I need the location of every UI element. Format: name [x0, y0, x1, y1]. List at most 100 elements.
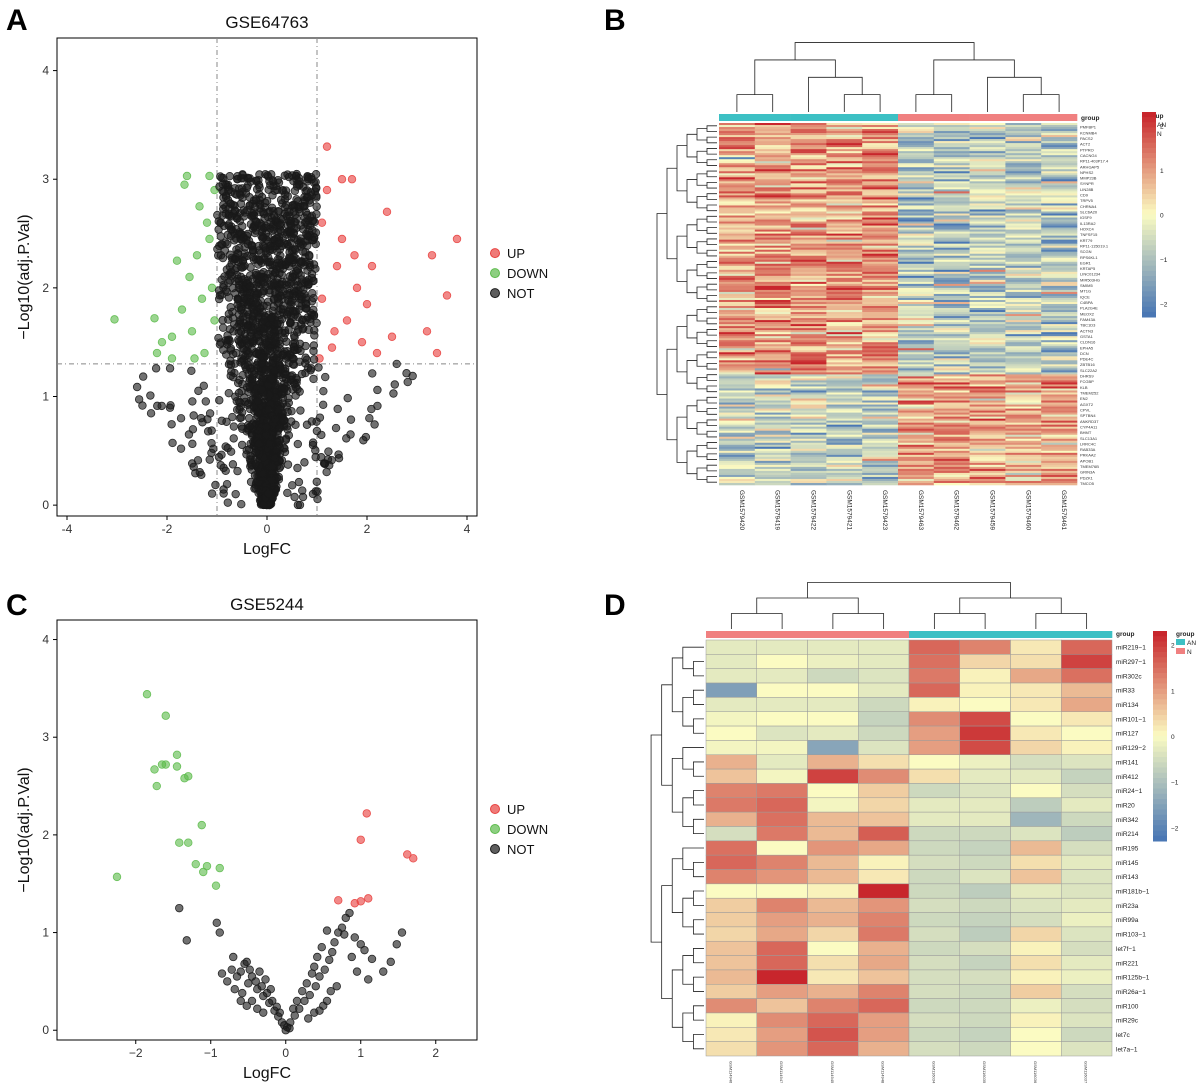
point-not: [276, 251, 285, 260]
heatmap-cell: [933, 440, 970, 444]
heatmap-cell: [790, 402, 827, 405]
heatmap-cell: [1041, 324, 1078, 327]
row-label: CPVL: [1080, 407, 1091, 412]
point-not: [132, 382, 142, 392]
heatmap-cell: [790, 169, 827, 172]
point-not: [340, 930, 349, 939]
heatmap-cell: [1005, 297, 1042, 301]
heatmap-cell: [898, 310, 935, 313]
heatmap-cell: [1005, 277, 1042, 281]
heatmap-cell: [790, 468, 827, 472]
heatmap-cell: [862, 151, 899, 154]
heatmap-cell: [862, 253, 899, 257]
heatmap-cell: [1005, 269, 1042, 273]
row-dendrogram-branch: [706, 317, 717, 325]
legend-label: DOWN: [507, 822, 548, 837]
heatmap-cell: [969, 368, 1006, 371]
x-tick-label: -2: [162, 522, 173, 536]
heatmap-cell: [862, 438, 899, 442]
heatmap-cell: [1041, 458, 1078, 462]
heatmap-cell: [969, 402, 1006, 405]
point-up: [317, 218, 327, 227]
point-not: [265, 288, 274, 298]
colorbar-step: [1153, 767, 1167, 774]
colorbar-step: [1142, 296, 1156, 303]
heatmap-cell: [790, 336, 827, 339]
heatmap-cell: [754, 155, 791, 158]
point-up: [357, 337, 367, 347]
point-not: [285, 272, 295, 281]
heatmap-cell: [719, 340, 756, 343]
heatmap-cell: [826, 289, 863, 293]
heatmap-cell: [826, 133, 863, 136]
heatmap-cell: [959, 955, 1011, 971]
heatmap-cell: [898, 444, 935, 448]
heatmap-cell: [719, 406, 756, 409]
heatmap-cell: [862, 358, 899, 361]
heatmap-cell: [898, 478, 935, 482]
heatmap-cell: [862, 167, 899, 170]
row-label: miR143: [1116, 874, 1139, 881]
heatmap-cell: [933, 472, 970, 476]
heatmap-cell: [754, 267, 791, 271]
point-not: [315, 972, 324, 981]
colorbar-step: [1142, 112, 1156, 118]
point-not: [373, 385, 382, 395]
heatmap-cell: [1005, 312, 1042, 315]
heatmap-cell: [1041, 189, 1078, 192]
heatmap-cell: [790, 364, 827, 367]
heatmap-cell: [862, 464, 899, 468]
heatmap-cell: [1005, 279, 1042, 283]
heatmap-cell: [807, 854, 859, 870]
heatmap-cell: [969, 249, 1006, 253]
colorbar-step: [1153, 788, 1167, 795]
point-down: [199, 867, 208, 877]
heatmap-cell: [969, 380, 1006, 383]
heatmap-cell: [898, 336, 935, 339]
point-not: [218, 323, 228, 332]
point-not: [269, 295, 279, 304]
heatmap-cell: [969, 137, 1006, 140]
row-dendrogram-branch: [706, 249, 717, 257]
heatmap-cell: [790, 328, 827, 331]
heatmap-cell: [1041, 388, 1078, 391]
heatmap-cell: [898, 191, 935, 194]
heatmap-cell: [969, 316, 1006, 319]
heatmap-cell: [933, 382, 970, 385]
heatmap-cell: [826, 253, 863, 257]
heatmap-cell: [898, 304, 935, 307]
heatmap-cell: [1041, 322, 1078, 325]
heatmap-cell: [862, 223, 899, 226]
point-not: [346, 430, 355, 439]
x-tick-label: -4: [62, 522, 73, 536]
heatmap-cell: [1005, 342, 1042, 345]
heatmap-cell: [862, 458, 899, 462]
column-label: GSM114946: [728, 1061, 733, 1084]
colorbar-step: [1153, 641, 1167, 648]
heatmap-cell: [807, 711, 859, 727]
heatmap-cell: [1041, 330, 1078, 333]
colorbar-step: [1153, 778, 1167, 784]
heatmap-cell: [1041, 247, 1078, 250]
colorbar-label: 2: [1160, 123, 1164, 130]
heatmap-cell: [862, 330, 899, 333]
row-label: miR127: [1116, 731, 1139, 738]
heatmap-cell: [969, 396, 1006, 399]
heatmap-cell: [908, 711, 960, 727]
heatmap-cell: [898, 400, 935, 403]
row-label: EGR1: [1080, 260, 1092, 265]
point-not: [291, 391, 300, 400]
heatmap-cell: [790, 223, 827, 226]
heatmap-cell: [754, 328, 791, 331]
point-not: [273, 319, 282, 328]
heatmap-cell: [1041, 382, 1078, 385]
heatmap-cell: [826, 149, 863, 152]
heatmap-cell: [754, 149, 791, 152]
colorbar-step: [1153, 835, 1167, 842]
heatmap-cell: [826, 213, 863, 216]
heatmap-cell: [719, 478, 756, 482]
heatmap-cell: [790, 131, 827, 134]
point-not: [242, 1001, 251, 1011]
heatmap-cell: [826, 179, 863, 182]
